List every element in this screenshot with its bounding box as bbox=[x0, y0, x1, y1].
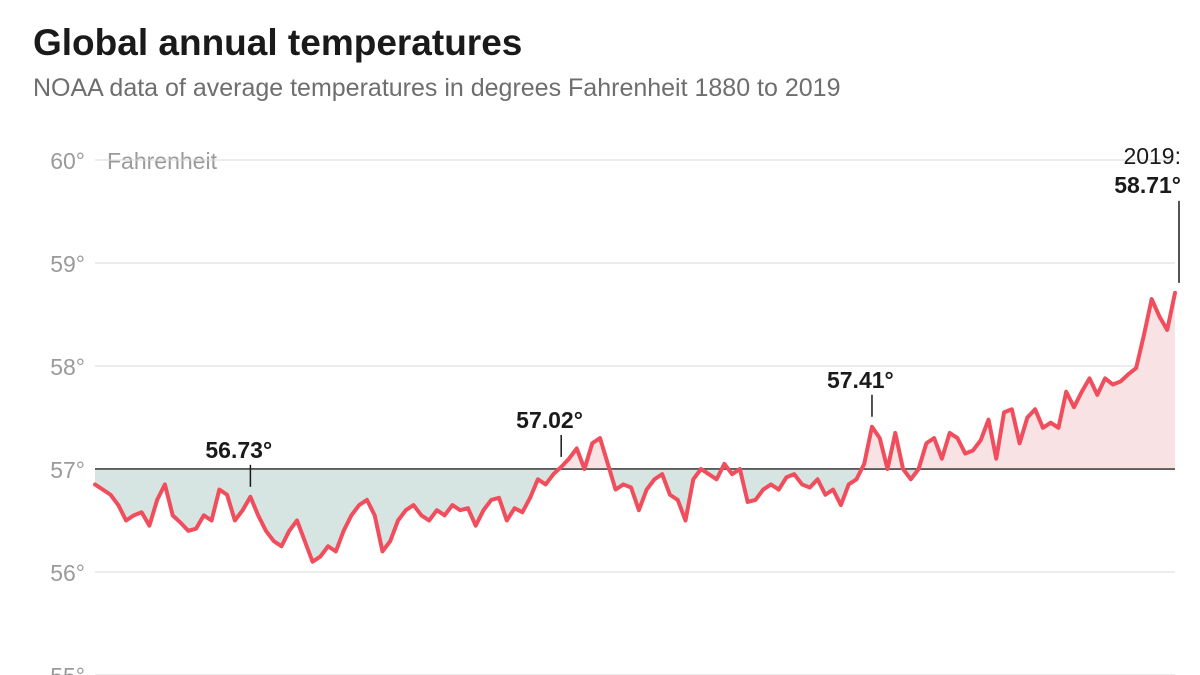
y-tick-label: 60° bbox=[33, 148, 85, 175]
callout: 57.41° bbox=[827, 367, 894, 394]
callout: 57.02° bbox=[516, 407, 583, 434]
y-tick-label: 59° bbox=[33, 251, 85, 278]
y-tick-label: 56° bbox=[33, 560, 85, 587]
temperature-chart bbox=[0, 0, 1200, 675]
y-tick-label: 58° bbox=[33, 354, 85, 381]
callout: 56.73° bbox=[205, 437, 272, 464]
callout-final: 2019:58.71° bbox=[1114, 143, 1181, 199]
y-tick-label: 55° bbox=[33, 663, 85, 675]
y-tick-label: 57° bbox=[33, 457, 85, 484]
